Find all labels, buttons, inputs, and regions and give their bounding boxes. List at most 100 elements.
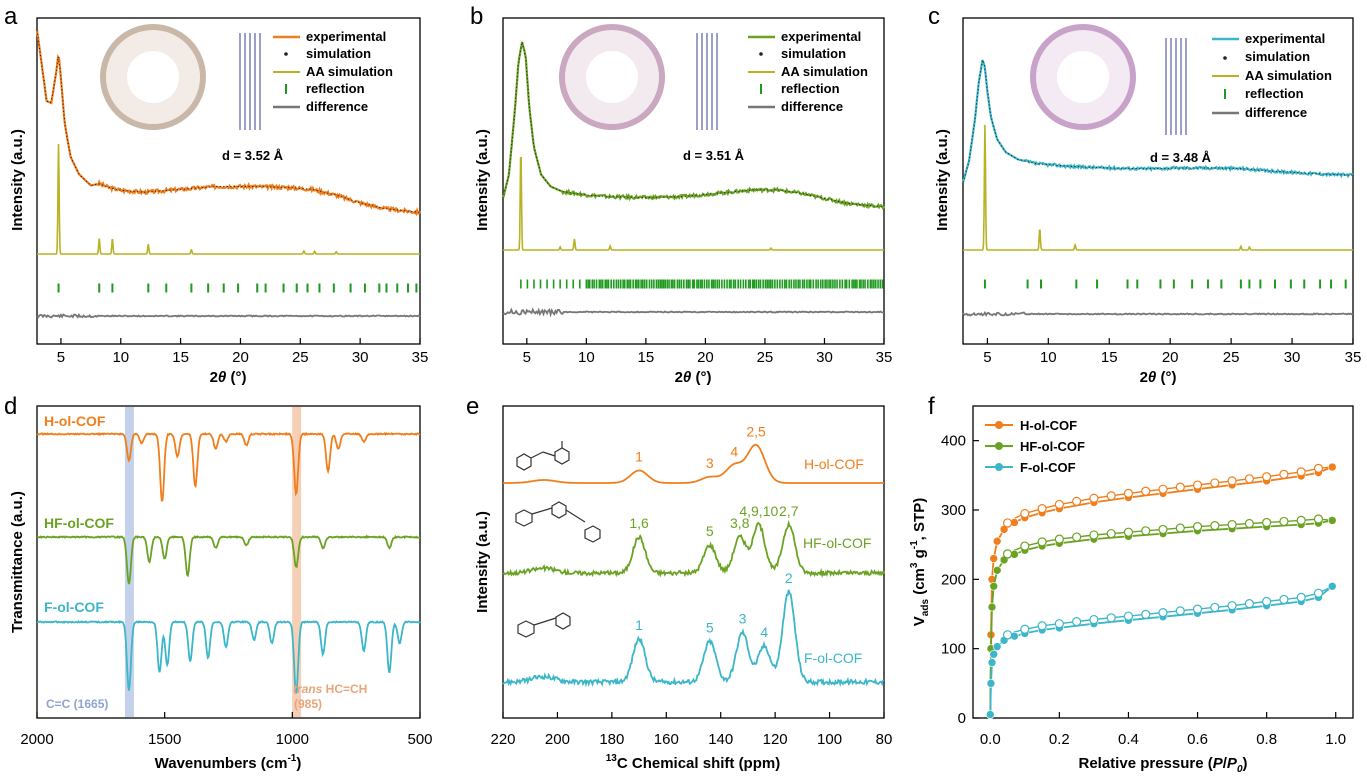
desorption-point [1244, 598, 1254, 609]
x-ticks-a: 5 10 15 20 25 30 35 [57, 338, 429, 366]
desorption-point [1037, 537, 1047, 547]
label-h-ol-cof-e: H-ol-COF [804, 456, 864, 472]
peak-label: 1,6 [629, 515, 649, 531]
panel-c: c 5 10 15 20 25 30 35 2θ (°) Intensity (a.u.) … [928, 3, 1361, 386]
experimental-curve-a [35, 29, 422, 217]
legend-marker-h [995, 421, 1003, 429]
aa-simulation-curve-a [37, 143, 420, 255]
peak-label: 5 [706, 523, 714, 539]
desorption-point [1054, 534, 1064, 544]
curves-a [35, 29, 422, 319]
legend-b: experimental simulation AA simulation re… [748, 29, 868, 114]
desorption-point [1002, 518, 1013, 528]
x-tick-label-160: 160 [654, 731, 679, 748]
x-tick-label-140: 140 [708, 731, 733, 748]
adsorption-point [992, 566, 1002, 575]
desorption-point [1296, 515, 1306, 526]
x-tick-label-30: 30 [816, 349, 833, 366]
adsorption-point [986, 679, 996, 688]
aa-simulation-curve-b [503, 157, 884, 251]
legend-c: experimental simulation AA simulation re… [1212, 31, 1332, 120]
x-tick-label-10: 10 [112, 349, 129, 366]
adsorption-line-2 [989, 585, 1333, 715]
xlabel-a: 2θ (°) [210, 369, 247, 386]
ylabel-a: Intensity (a.u.) [9, 129, 26, 231]
x-tick-label: 0.2 [1049, 731, 1070, 748]
x-tick-label: 0.0 [980, 731, 1001, 748]
adsorption-point [987, 658, 997, 667]
legend-dot-simulation [284, 52, 288, 56]
label-h-ol-cof-d: H-ol-COF [44, 413, 106, 429]
curves-b [501, 41, 886, 318]
trans-band-number: (985) [294, 697, 322, 711]
adsorption-point [989, 649, 999, 659]
plot-frame-a [36, 17, 421, 345]
desorption-point [1020, 624, 1030, 634]
panel-label-f: f [928, 393, 935, 420]
desorption-point [1313, 514, 1324, 524]
x-ticks-c: 5 10 15 20 25 30 35 [983, 338, 1361, 366]
desorption-point [1123, 611, 1134, 621]
desorption-point [1054, 499, 1064, 510]
desorption-point [1210, 520, 1220, 531]
x-tick-label-1500: 1500 [148, 731, 181, 748]
desorption-point [1106, 613, 1116, 623]
x-tick-label: 0.6 [1187, 731, 1208, 748]
x-tick-label-30: 30 [352, 349, 369, 366]
xlabel-c: 2θ (°) [1140, 369, 1177, 386]
desorption-point [1262, 472, 1272, 482]
desorption-point [1020, 508, 1030, 519]
x-tick-label-10: 10 [578, 349, 595, 366]
peak-label: 1 [635, 449, 643, 465]
ir-curve-2 [36, 619, 421, 694]
adsorption-point [987, 602, 997, 612]
desorption-point [1313, 588, 1324, 598]
desorption-line-2 [989, 585, 1333, 715]
peak-label: 5 [706, 620, 714, 636]
ir-curve-0 [36, 431, 421, 502]
x-tick-label-25: 25 [292, 349, 309, 366]
ir-curve-1 [36, 534, 421, 585]
x-tick-label-15: 15 [172, 349, 189, 366]
peak-label: 2 [785, 570, 793, 586]
panel-label-d: d [4, 393, 17, 420]
axis-ticks-f: 0.0 0.2 0.4 0.6 0.8 1.0 0 100 200 300 400 [941, 433, 1346, 748]
panel-a: a 5 10 15 20 25 30 35 2θ (°) Intensity (a.u.) … [4, 3, 428, 386]
pore-center-c [1057, 51, 1109, 103]
legend-simulation: simulation [781, 46, 846, 61]
x-tick-label-180: 180 [599, 731, 624, 748]
x-tick-label-35: 35 [412, 349, 429, 366]
x-tick-label-35: 35 [1345, 349, 1362, 366]
desorption-point [1210, 478, 1220, 488]
legend-difference: difference [306, 99, 368, 114]
difference-curve-b [502, 307, 884, 318]
legend-reflection: reflection [1245, 86, 1304, 101]
legend-aa: AA simulation [781, 64, 868, 79]
y-tick-label: 0 [958, 710, 966, 727]
aa-simulation-curve-c [963, 124, 1353, 251]
adsorption-point [1327, 581, 1337, 591]
legend-experimental: experimental [1245, 31, 1325, 46]
desorption-point [1037, 504, 1047, 514]
legend-marker-f [995, 463, 1003, 471]
x-tick-label-15: 15 [638, 349, 655, 366]
plot-frame-c [962, 17, 1354, 345]
peak-label: 1 [635, 617, 643, 633]
desorption-point [1158, 608, 1168, 618]
desorption-point [1175, 606, 1185, 616]
x-tick-label-500: 500 [407, 731, 432, 748]
adsorption-point [992, 642, 1002, 651]
desorption-point [1227, 519, 1237, 530]
plot-frame-e [502, 405, 885, 719]
desorption-point [1296, 592, 1306, 602]
stacking-model-c [1165, 38, 1187, 135]
adsorption-point [985, 710, 995, 719]
nmr-curve-1 [502, 519, 885, 579]
desorption-point [1072, 617, 1082, 627]
x-tick-label-15: 15 [1101, 349, 1118, 366]
stacking-model-b [696, 33, 718, 130]
desorption-point [1106, 491, 1116, 501]
d-spacing-a: d = 3.52 Å [222, 148, 284, 163]
x-ticks-b: 5 10 15 20 25 30 35 [523, 338, 892, 366]
panel-e: e 220 200 180 160 140 120 100 80 13C Chemical s… [466, 393, 892, 772]
